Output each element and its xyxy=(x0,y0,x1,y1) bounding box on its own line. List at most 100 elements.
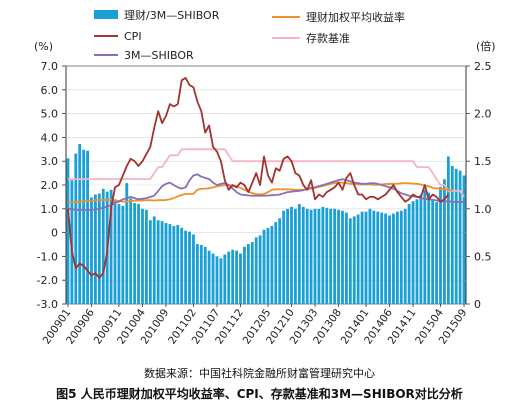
legend-swatch-bar xyxy=(94,10,118,19)
legend-label-bar: 理财/3M—SHIBOR xyxy=(124,8,220,22)
bar xyxy=(462,175,466,304)
bar xyxy=(443,179,446,304)
bar xyxy=(274,222,278,304)
left-tick-label: -3.0 xyxy=(37,298,58,311)
bar xyxy=(388,215,391,304)
bar xyxy=(195,244,199,304)
bar xyxy=(321,206,325,304)
bar xyxy=(168,224,172,304)
left-tick-label: 2.0 xyxy=(41,179,59,192)
chart-canvas: 7.0 6.0 5.0 4.0 3.0 2.0 1.0 0 -1.0 -2.0 -3.0 2.5 2.0… xyxy=(34,8,496,347)
bar xyxy=(407,204,411,304)
bar xyxy=(360,211,364,304)
source-note: 数据来源：中国社科院金融所财富管理研究中心 xyxy=(144,367,375,380)
bar xyxy=(372,210,376,304)
bar xyxy=(184,230,188,304)
bar xyxy=(94,194,97,304)
bar xyxy=(392,213,395,304)
bar xyxy=(458,170,462,304)
bar xyxy=(141,208,144,304)
bar xyxy=(172,225,176,304)
bar xyxy=(376,211,380,304)
left-axis-unit: (%) xyxy=(34,40,53,53)
right-tick-label: 0 xyxy=(474,298,481,311)
right-axis-unit: (倍) xyxy=(476,39,496,53)
bar xyxy=(439,186,442,304)
left-tick-label: 6.0 xyxy=(41,84,59,97)
bar xyxy=(243,246,246,304)
bar xyxy=(121,205,125,304)
right-tick-label: 2.0 xyxy=(474,108,492,121)
left-tick-label: -1.0 xyxy=(37,250,58,263)
bar xyxy=(282,210,286,304)
bar xyxy=(152,216,156,304)
bar xyxy=(435,202,438,304)
bar xyxy=(384,213,388,304)
bar xyxy=(207,250,211,304)
bar xyxy=(176,224,180,304)
legend-label-shibor: 3M—SHIBOR xyxy=(124,49,194,62)
bar xyxy=(431,199,435,304)
bar xyxy=(199,244,203,304)
legend-label-deposit: 存款基准 xyxy=(306,31,350,45)
series-line-deposit xyxy=(68,148,465,198)
bar xyxy=(211,253,215,304)
left-tick-label: 4.0 xyxy=(41,131,59,144)
bar xyxy=(97,193,101,304)
bar xyxy=(203,246,207,304)
line-series-group xyxy=(67,77,465,279)
bar xyxy=(297,204,301,304)
bar xyxy=(117,204,121,304)
bar xyxy=(348,218,352,304)
right-tick-label: 1.0 xyxy=(474,203,492,216)
bar xyxy=(262,229,266,304)
bar xyxy=(450,165,454,304)
bar xyxy=(239,253,242,304)
left-tick-label: 5.0 xyxy=(41,108,59,121)
bar xyxy=(337,209,340,304)
bar xyxy=(415,199,419,304)
bar xyxy=(403,208,407,304)
bar xyxy=(250,242,254,304)
bar xyxy=(305,208,309,304)
bar xyxy=(333,208,337,304)
bar xyxy=(227,251,231,304)
bar xyxy=(192,234,195,304)
bar xyxy=(427,192,431,304)
bar xyxy=(278,218,282,304)
bar xyxy=(144,209,148,304)
bar xyxy=(254,237,258,304)
bar xyxy=(270,225,274,304)
bar xyxy=(329,208,333,304)
bar xyxy=(90,197,93,304)
left-tick-label: -2.0 xyxy=(37,274,58,287)
bar xyxy=(423,189,427,304)
bar xyxy=(313,208,317,304)
bar xyxy=(317,208,321,304)
bar xyxy=(454,168,458,304)
bar xyxy=(78,144,82,304)
bar xyxy=(160,221,164,304)
bar xyxy=(113,199,117,304)
left-tick-label: 1.0 xyxy=(41,203,59,216)
series-line-yield xyxy=(68,181,453,204)
bar xyxy=(419,194,423,304)
bar xyxy=(446,156,450,304)
bar xyxy=(188,231,191,304)
bar xyxy=(180,227,184,304)
bar xyxy=(380,212,384,304)
left-tick-label: 7.0 xyxy=(41,60,59,73)
bar xyxy=(164,223,168,304)
bar xyxy=(399,210,403,304)
bar xyxy=(301,206,305,304)
bar xyxy=(246,244,250,304)
bar xyxy=(411,201,415,304)
bar xyxy=(290,206,293,304)
bar xyxy=(368,208,372,304)
bar xyxy=(294,208,297,304)
right-tick-label: 1.5 xyxy=(474,155,492,168)
bar xyxy=(309,209,313,304)
bar xyxy=(215,256,219,304)
bar xyxy=(235,250,238,304)
